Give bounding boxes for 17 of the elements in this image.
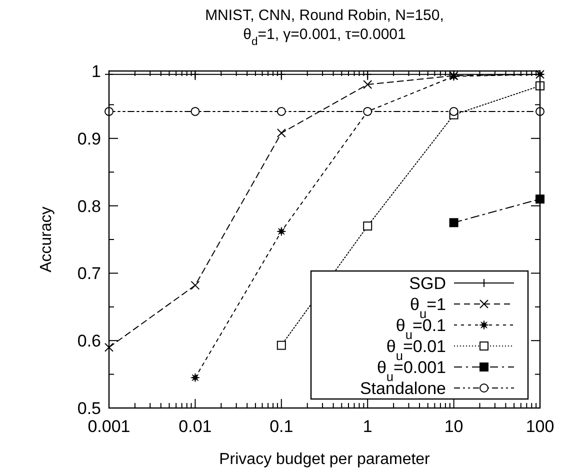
x-tick-label: 0.001	[88, 417, 130, 436]
chart-title: MNIST, CNN, Round Robin, N=150,	[205, 7, 444, 24]
x-tick-label: 0.1	[270, 417, 294, 436]
x-tick-label: 10	[444, 417, 464, 436]
x-tick-label: 100	[526, 417, 554, 436]
y-tick-label: 0.9	[77, 129, 101, 148]
y-tick-label: 0.7	[77, 264, 101, 284]
y-tick-label: 0.8	[77, 196, 101, 216]
x-tick-label: 1	[362, 417, 372, 436]
y-tick-label: 0.5	[77, 398, 101, 418]
x-axis-title: Privacy budget per parameter	[219, 451, 431, 468]
y-axis-title: Accuracy	[38, 206, 55, 272]
chart-subtitle: θ$_{d}$=1, γ=0.001, τ=0.0001	[243, 26, 406, 48]
y-tick-label: 0.6	[77, 332, 101, 351]
legend-label: SGD	[409, 274, 446, 293]
y-tick-label: 1	[92, 62, 101, 81]
x-tick-label: 0.01	[178, 417, 212, 436]
